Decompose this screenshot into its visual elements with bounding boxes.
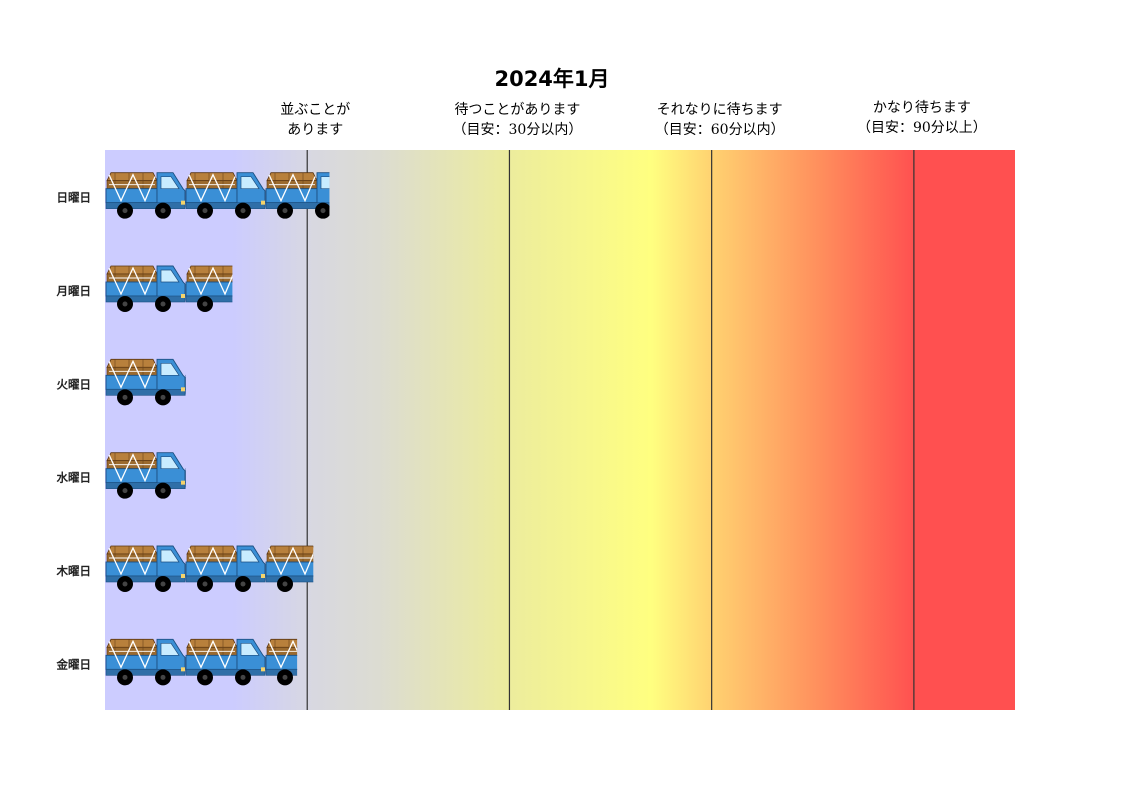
truck-icon (265, 545, 314, 592)
day-label: 木曜日 (56, 564, 92, 578)
truck-icon (185, 638, 266, 686)
truck-icon (185, 265, 233, 312)
truck-bars (105, 172, 330, 686)
truck-icon (105, 452, 186, 499)
truck-bar (105, 265, 233, 312)
truck-bar (105, 638, 298, 686)
zone-labels: 並ぶことがあります 待つことがあります（目安：30分以内） それなりに待ちます（目安… (280, 100, 987, 138)
truck-icon (185, 545, 266, 592)
truck-icon (105, 265, 186, 312)
day-label: 金曜日 (56, 657, 92, 671)
truck-icon (105, 545, 186, 592)
truck-bar (105, 172, 330, 219)
zone-label-2: 待つことがあります（目安：30分以内） (453, 102, 583, 138)
truck-bar (105, 545, 314, 592)
day-label: 水曜日 (57, 471, 92, 485)
day-label: 火曜日 (57, 377, 92, 391)
zone-label-4: かなり待ちます（目安：90分以上） (857, 100, 987, 136)
truck-bar (105, 452, 186, 499)
zone-label-3: それなりに待ちます（目安：60分以内） (655, 102, 785, 138)
truck-icon (105, 358, 186, 406)
truck-icon (265, 172, 330, 219)
chart-title: 2024年1月 (494, 67, 609, 91)
zone-label-1: 並ぶことがあります (280, 102, 350, 138)
day-label: 月曜日 (56, 284, 92, 298)
truck-icon (105, 638, 186, 686)
truck-icon (265, 638, 298, 686)
truck-icon (105, 172, 186, 219)
zone-boundary-lines (306, 150, 915, 710)
truck-icon (185, 172, 266, 219)
truck-bar (105, 358, 186, 406)
day-label: 日曜日 (57, 191, 92, 205)
plot-background (105, 150, 1015, 710)
